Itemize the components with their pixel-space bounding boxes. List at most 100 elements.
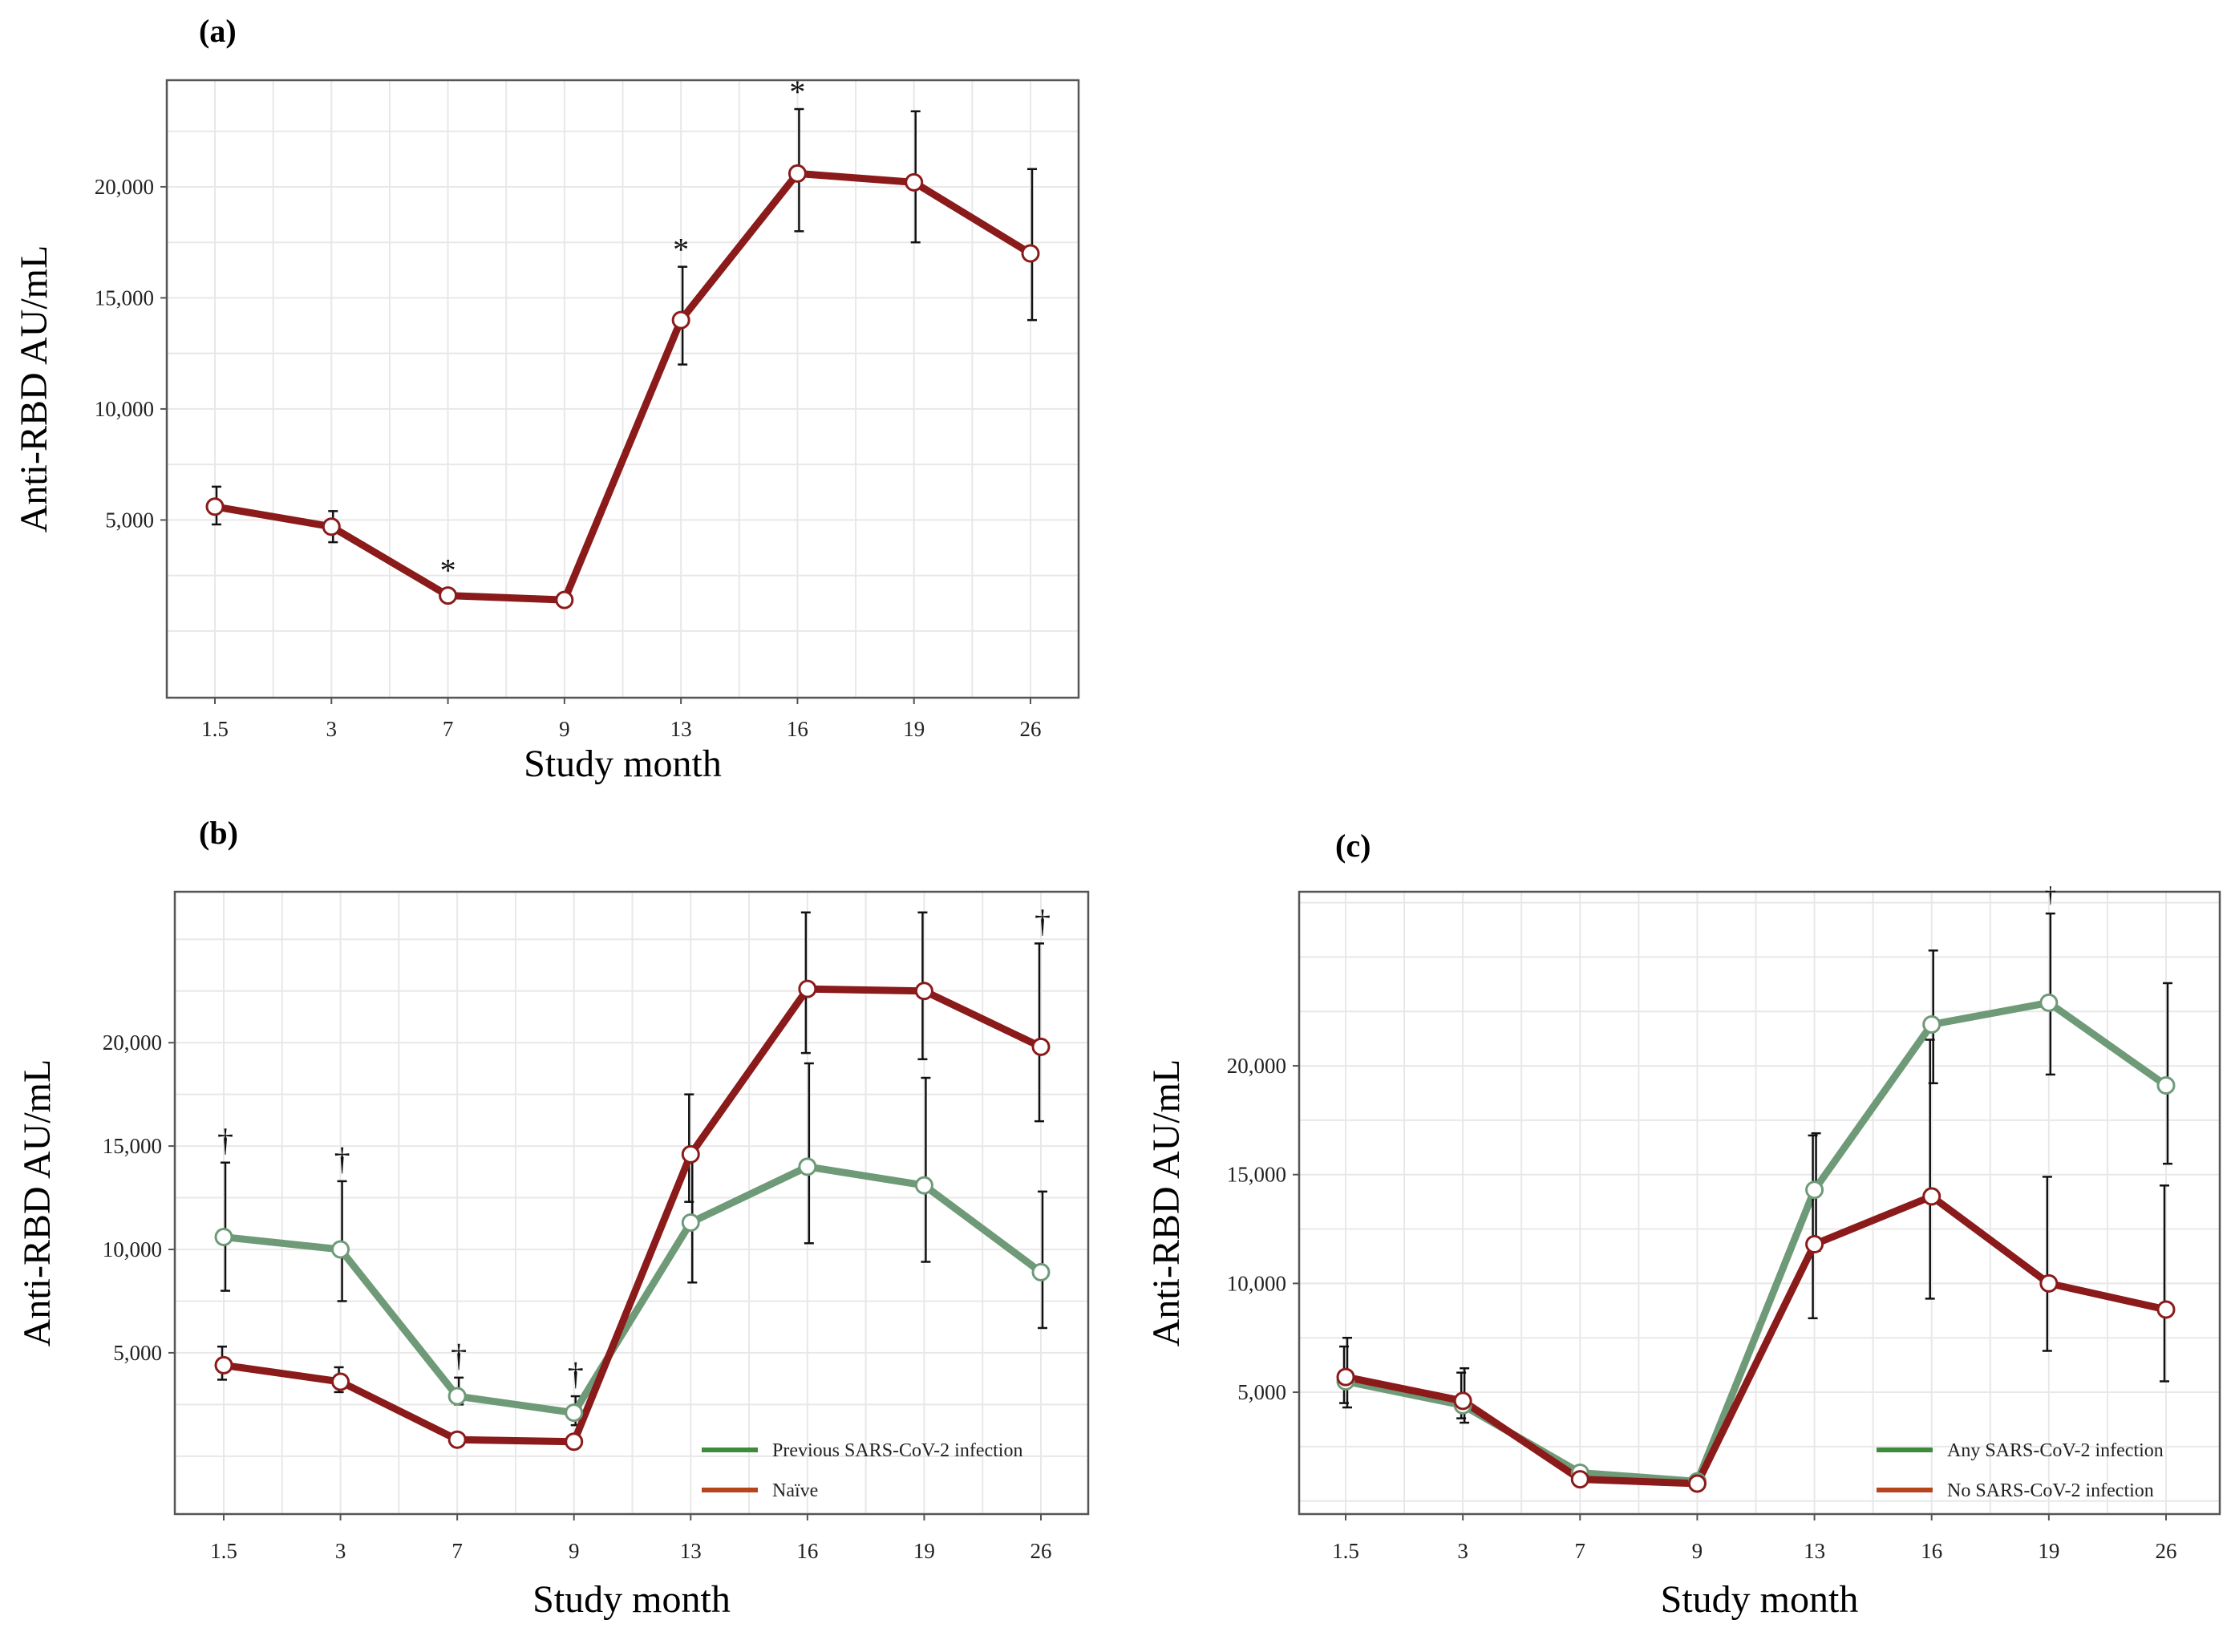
data-point: [1453, 1391, 1472, 1411]
data-point: [914, 982, 933, 1001]
y-tick-label: 15,000: [1227, 1163, 1286, 1187]
x-tick-label: 26: [2156, 1539, 2177, 1563]
x-tick-label: 13: [670, 717, 692, 741]
y-tick-label: 20,000: [95, 175, 154, 199]
data-point: [322, 517, 341, 536]
data-point: [565, 1403, 584, 1423]
significance-asterisk: *: [440, 553, 456, 589]
series-1-markers: [214, 1157, 1051, 1423]
series-1: [220, 1062, 1047, 1427]
panel-label: (c): [1335, 828, 1371, 864]
series-line: [220, 985, 1045, 1446]
data-point: [447, 1430, 467, 1449]
data-point: [671, 310, 690, 330]
data-point: [1922, 1015, 1941, 1035]
series-line: [1342, 1192, 2170, 1488]
x-tick-label: 16: [796, 1539, 818, 1563]
data-point: [214, 1228, 233, 1247]
y-tick-label: 20,000: [103, 1030, 162, 1055]
series-line: [220, 1163, 1045, 1417]
y-tick-label: 5,000: [1237, 1380, 1286, 1404]
x-tick-label: 13: [1804, 1539, 1825, 1563]
data-point: [1687, 1474, 1707, 1493]
data-point: [439, 586, 458, 605]
data-point: [798, 979, 817, 998]
data-point: [565, 1432, 584, 1452]
y-axis-title: Anti-RBD AU/mL: [16, 1059, 59, 1347]
x-tick-label: 7: [443, 717, 454, 741]
data-point: [1021, 244, 1040, 263]
chart-panel-a: 5,000 10,000 15,000 20,000 1.5 3 7 9 13 16 19 26 Stu…: [13, 13, 1080, 785]
significance-asterisk: *: [673, 232, 689, 268]
legend: Previous SARS-CoV-2 infection Naïve: [702, 1440, 1022, 1501]
x-tick-label: 9: [1692, 1539, 1703, 1563]
x-tick-label: 3: [1457, 1539, 1468, 1563]
series-2: [1339, 1039, 2170, 1488]
data-point: [2039, 1273, 2059, 1293]
data-point: [905, 172, 924, 192]
series-2-markers: [1336, 1187, 2176, 1493]
x-tick-label: 19: [903, 717, 925, 741]
significance-dagger: †: [2045, 883, 2056, 908]
x-tick-label: 7: [1575, 1539, 1586, 1563]
data-point: [2039, 993, 2059, 1012]
y-axis-title: Anti-RBD AU/mL: [1145, 1059, 1188, 1347]
plot-frame: [173, 890, 1090, 1516]
data-point: [447, 1387, 467, 1406]
y-tick-label: 10,000: [95, 397, 154, 421]
x-tick-label: 26: [1020, 717, 1042, 741]
data-point: [914, 1176, 933, 1195]
x-tick-label: 16: [1921, 1539, 1942, 1563]
x-tick-label: 19: [913, 1539, 935, 1563]
x-tick-label: 3: [326, 717, 338, 741]
significance-dagger: †: [1034, 903, 1051, 939]
y-tick-label: 10,000: [103, 1237, 162, 1261]
legend-label: No SARS-CoV-2 infection: [1947, 1480, 2154, 1501]
data-point: [1336, 1367, 1355, 1387]
series-line: [211, 169, 1034, 604]
plot-area: [1299, 892, 2220, 1514]
y-tick-label: 10,000: [1227, 1271, 1286, 1295]
series-1-markers: [205, 164, 1040, 609]
significance-dagger: †: [217, 1123, 233, 1159]
data-point: [1031, 1037, 1051, 1056]
data-point: [1805, 1235, 1824, 1254]
x-axis-title: Study month: [524, 743, 722, 785]
grid: [1299, 892, 2220, 1514]
data-point: [788, 164, 807, 183]
data-point: [1031, 1262, 1051, 1282]
panel-label: (b): [199, 815, 238, 851]
grid: [175, 892, 1088, 1514]
significance-asterisk: *: [789, 74, 805, 110]
data-point: [798, 1157, 817, 1176]
y-tick-label: 5,000: [113, 1341, 162, 1365]
data-point: [681, 1213, 700, 1232]
significance-dagger: †: [334, 1141, 350, 1177]
x-tick-label: 13: [680, 1539, 702, 1563]
y-tick-label: 15,000: [95, 285, 154, 310]
chart-panel-c: 5,000 10,000 15,000 20,000 1.5 3 7 9 13 16 19 26 Stu…: [1145, 828, 2221, 1621]
data-point: [2156, 1075, 2176, 1095]
data-point: [681, 1144, 700, 1164]
data-point: [205, 497, 225, 516]
legend: Any SARS-CoV-2 infection No SARS-CoV-2 in…: [1877, 1440, 2164, 1501]
x-axis-title: Study month: [1661, 1578, 1859, 1621]
significance-dagger: †: [568, 1356, 584, 1392]
data-point: [2156, 1300, 2176, 1319]
x-tick-label: 9: [559, 717, 570, 741]
x-tick-label: 1.5: [201, 717, 229, 741]
data-point: [331, 1372, 350, 1391]
legend-label: Naïve: [772, 1480, 818, 1501]
y-tick-label: 15,000: [103, 1134, 162, 1158]
grid: [167, 80, 1079, 698]
x-tick-label: 16: [787, 717, 808, 741]
x-tick-label: 3: [335, 1539, 346, 1563]
x-tick-label: 7: [451, 1539, 463, 1563]
y-axis-title: Anti-RBD AU/mL: [13, 245, 55, 533]
panel-label: (a): [199, 13, 237, 49]
plot-frame: [1298, 890, 2221, 1516]
data-point: [555, 590, 574, 609]
legend-label: Previous SARS-CoV-2 infection: [772, 1440, 1022, 1461]
chart-panel-b: 5,000 10,000 15,000 20,000 1.5 3 7 9 13 16 19 26 Stu…: [16, 815, 1090, 1621]
y-tick-label: 20,000: [1227, 1054, 1286, 1078]
